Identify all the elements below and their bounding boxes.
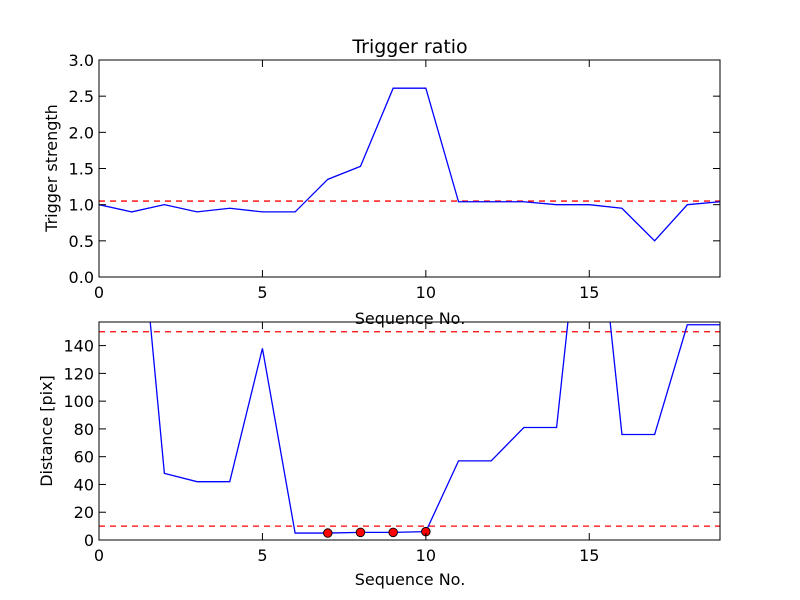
data-point-marker bbox=[323, 528, 333, 538]
y-tick-label: 20 bbox=[74, 503, 94, 522]
y-tick-label: 0.5 bbox=[69, 232, 94, 251]
y-tick-label: 2.0 bbox=[69, 123, 94, 142]
distance-chart: 0 5 10 15 0 20 40 60 80 100 120 140 Sequence No. Di… bbox=[37, 321, 721, 589]
x-tick-label: 5 bbox=[257, 546, 267, 565]
y-tick-label: 3.0 bbox=[69, 51, 94, 70]
y-tick-label: 80 bbox=[74, 420, 94, 439]
y-tick-label: 40 bbox=[74, 475, 94, 494]
y-tick-label: 140 bbox=[63, 337, 94, 356]
plot-area: 0 5 10 15 0.0 0.5 1.0 1.5 2.0 2.5 3.0 bbox=[69, 51, 721, 302]
x-tick-label: 10 bbox=[416, 283, 436, 302]
x-tick-label: 5 bbox=[257, 283, 267, 302]
plot-clipped bbox=[99, 322, 720, 538]
trigger-ratio-chart: Trigger ratio 0 5 10 15 0.0 0.5 1.0 1.5 2.0 2.5 3.… bbox=[42, 36, 721, 328]
y-tick-label: 2.5 bbox=[69, 87, 94, 106]
data-point-marker bbox=[388, 527, 398, 538]
y-tick-label: 120 bbox=[63, 364, 94, 383]
x-axis-label: Sequence No. bbox=[355, 570, 466, 589]
chart-title: Trigger ratio bbox=[351, 36, 467, 58]
axes-frame bbox=[98, 59, 721, 278]
x-tick-label: 15 bbox=[579, 283, 599, 302]
series-line bbox=[99, 87, 720, 242]
y-tick-label: 60 bbox=[74, 448, 94, 467]
plot-clipped bbox=[99, 87, 720, 242]
x-tick-label: 0 bbox=[94, 546, 104, 565]
x-tick-label: 15 bbox=[579, 546, 599, 565]
y-tick-label: 0.0 bbox=[69, 268, 94, 287]
y-tick-label: 1.0 bbox=[69, 196, 94, 215]
x-axis-label: Sequence No. bbox=[355, 309, 466, 328]
x-tick-label: 0 bbox=[94, 283, 104, 302]
y-tick-label: 0 bbox=[84, 531, 94, 550]
y-axis-label: Distance [pix] bbox=[37, 375, 56, 487]
data-point-marker bbox=[355, 527, 366, 538]
axes-frame bbox=[98, 321, 721, 541]
x-tick-label: 10 bbox=[416, 546, 436, 565]
y-tick-label: 100 bbox=[63, 392, 94, 411]
y-tick-label: 1.5 bbox=[69, 160, 94, 179]
plot-area: 0 5 10 15 0 20 40 60 80 100 120 140 bbox=[63, 321, 721, 565]
y-axis-label: Trigger strength bbox=[42, 104, 61, 233]
